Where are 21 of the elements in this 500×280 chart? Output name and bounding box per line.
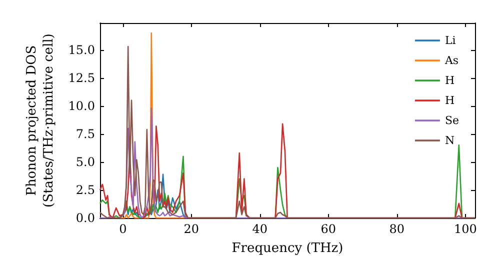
- x-tick-label: 20: [184, 222, 200, 236]
- legend-label: Li: [444, 34, 456, 47]
- legend-label: Se: [444, 114, 459, 127]
- legend-label: H: [444, 94, 455, 107]
- y-tick-label: 5.0: [76, 154, 95, 169]
- x-tick-label: 40: [252, 222, 268, 236]
- y-tick-label: 0.0: [76, 211, 95, 225]
- legend-label: As: [444, 54, 459, 67]
- legend-label: N: [444, 134, 455, 147]
- legend-label: H: [444, 74, 455, 87]
- x-tick-label: 60: [320, 222, 336, 236]
- y-tick-label: 12.5: [68, 70, 95, 85]
- x-tick-label: 0: [119, 222, 127, 236]
- x-tick-label: 80: [389, 222, 405, 236]
- y-tick-label: 2.5: [76, 182, 95, 197]
- y-tick-label: 7.5: [76, 126, 95, 141]
- x-tick-label: 100: [454, 222, 477, 236]
- x-axis-title: Frequency (THz): [232, 241, 344, 256]
- y-axis-title: Phonon projected DOS (States/THz·primitive cell): [24, 33, 56, 208]
- y-tick-label: 10.0: [68, 98, 95, 113]
- y-tick-label: 15.0: [68, 42, 95, 57]
